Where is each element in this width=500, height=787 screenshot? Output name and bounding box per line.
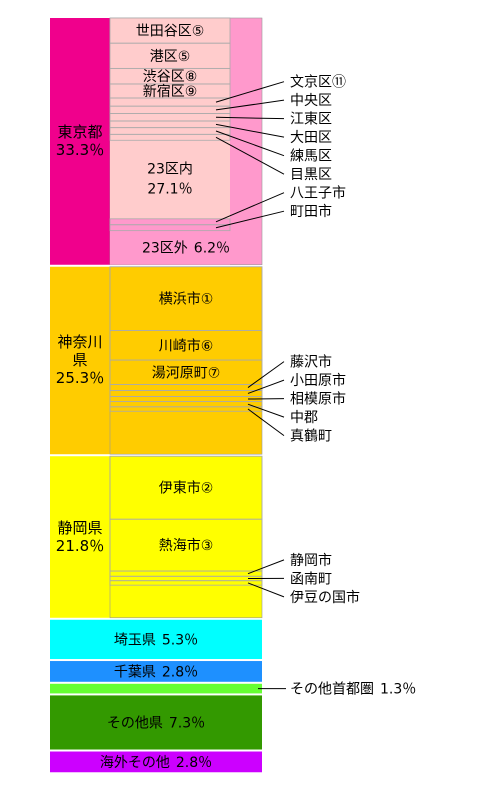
segment-label: 海外その他 2.8％: [100, 755, 212, 771]
segment-value: 21.8％: [55, 536, 105, 555]
segment-name: 東京都: [57, 123, 103, 142]
group: [110, 218, 230, 265]
callout-label: 小田原市: [290, 372, 346, 389]
segment-label: 千葉県 2.8％: [114, 664, 198, 680]
callout-label: 相模原市: [290, 391, 346, 408]
segment-value: 33.3％: [55, 141, 105, 160]
group-name: 23区内: [147, 162, 193, 178]
leader-line: [215, 192, 285, 223]
leader-line: [215, 123, 285, 138]
segment-label: その他県 7.3％: [107, 715, 205, 731]
group-value: 27.1％: [147, 182, 192, 198]
label-name: その他県: [107, 715, 163, 731]
callout-label: 町田市: [290, 203, 332, 220]
label-name: 海外その他: [100, 755, 170, 771]
label-name: 千葉県: [114, 664, 156, 680]
segment: [50, 683, 262, 694]
leader-line: [247, 582, 285, 598]
callout-label: 伊豆の国市: [290, 589, 360, 606]
label-value: 1.3％: [380, 682, 416, 698]
segment: [50, 751, 262, 773]
label-value: 7.3％: [169, 715, 205, 731]
leader-line: [247, 403, 285, 418]
label-value: 2.8％: [176, 755, 212, 771]
item: [109, 224, 231, 232]
segment-label: 23区外 6.2％: [142, 241, 230, 257]
leader-line: [247, 361, 285, 388]
leader-line: [215, 210, 285, 229]
segment: [50, 619, 262, 660]
callout-label: 八王子市: [290, 185, 346, 202]
leader-line: [215, 81, 285, 103]
segment: [50, 695, 262, 750]
segment-name: 静岡県: [57, 518, 103, 537]
segment-name: 神奈川県: [57, 333, 103, 370]
callout-label: 江東区: [290, 112, 332, 128]
segment-label: その他首都圏 1.3％: [290, 682, 416, 698]
leader-line: [215, 136, 285, 175]
segment: [50, 661, 262, 682]
leader-line: [215, 116, 285, 120]
item-label: 熱海市③: [159, 537, 214, 554]
side-label: 静岡県 21.8％: [50, 456, 110, 618]
segment-value: 25.3％: [55, 369, 105, 388]
callout-label: 中郡: [290, 410, 318, 426]
item-label: 川崎市⑥: [159, 337, 214, 354]
group: [110, 18, 230, 219]
item-label: 湯河原町⑦: [152, 364, 221, 381]
item-label: 新宿区⑨: [143, 83, 198, 100]
callout-label: 目黒区: [290, 167, 332, 183]
callout-label: 函南町: [290, 571, 332, 587]
leader-line: [215, 130, 285, 157]
inner-area: [109, 455, 263, 619]
side-label: 東京都 33.3％: [50, 18, 110, 265]
callout-label: 静岡市: [290, 552, 332, 569]
label-name: 埼玉県: [114, 632, 156, 648]
callout-label: 大田区: [290, 130, 332, 146]
label-name: 23区外: [142, 241, 188, 257]
item-label: 横浜市①: [159, 291, 214, 308]
leader-line: [247, 379, 285, 394]
leader-line: [247, 408, 285, 437]
callout-label: 真鶴町: [290, 428, 332, 445]
item-label: 世田谷区⑤: [136, 24, 205, 40]
leader-line: [215, 99, 285, 111]
callout-label: 練馬区: [290, 149, 332, 165]
callout-label: 藤沢市: [290, 354, 332, 371]
label-value: 5.3％: [162, 632, 198, 648]
leader-line: [247, 559, 285, 575]
item-label: 港区⑤: [150, 49, 191, 65]
side-label: 神奈川県 25.3％: [50, 267, 110, 454]
item-label: 渋谷区⑧: [143, 69, 198, 85]
item: [109, 580, 263, 586]
item-label: 伊東市②: [159, 480, 214, 497]
label-name: その他首都圏: [290, 682, 374, 698]
callout-label: 文京区⑪: [290, 75, 346, 91]
label-value: 6.2％: [194, 241, 230, 257]
segment-label: 埼玉県 5.3％: [114, 632, 198, 648]
callout-label: 中央区: [290, 93, 332, 109]
item: [109, 133, 231, 141]
label-value: 2.8％: [162, 664, 198, 680]
